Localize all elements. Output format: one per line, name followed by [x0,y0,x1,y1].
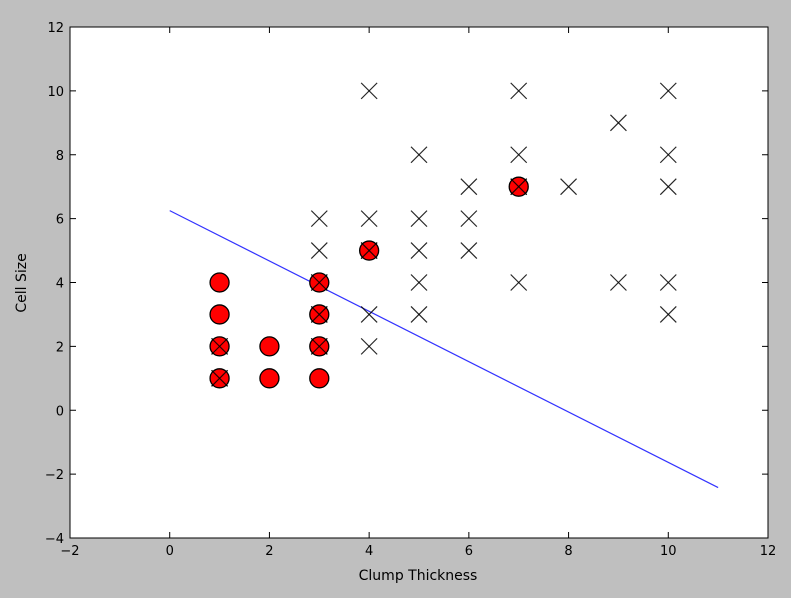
x-marker-over-7 [360,242,378,259]
x-marker-14 [410,306,428,323]
y-tick-label: −4 [45,532,64,547]
x-marker-stroke [310,274,328,291]
x-marker-stroke [460,210,478,228]
x-marker-5 [360,82,378,100]
x-marker-29 [659,306,677,323]
x-marker-stroke [410,242,428,259]
x-marker-stroke [211,369,228,387]
decision-boundary-line [169,210,719,489]
plot-frame [69,26,769,539]
x-marker-8 [360,306,378,323]
circle-marker-0 [209,272,230,293]
x-marker-28 [659,274,677,291]
x-marker-stroke [659,146,677,164]
x-marker-stroke [610,274,627,291]
x-marker-stroke [310,242,328,259]
circle-marker-4 [259,336,280,357]
x-marker-24 [610,274,627,291]
x-marker-stroke [360,306,378,323]
x-tick-label: 6 [465,544,473,559]
x-marker-over-30 [211,337,228,355]
x-marker-stroke [659,82,677,100]
x-marker-stroke [310,306,328,323]
y-tick-label: 6 [56,213,64,228]
circle-marker-9 [309,368,330,389]
x-marker-over-31 [211,369,228,387]
x-marker-26 [659,146,677,164]
x-marker-27 [659,178,677,196]
x-marker-10 [410,146,428,164]
circle-marker-1 [209,304,230,325]
x-marker-over-2 [310,274,328,291]
x-tick-label: 8 [564,544,572,559]
x-marker-25 [659,82,677,100]
x-marker-23 [610,114,627,132]
y-tick-label: 4 [56,277,64,292]
x-marker-stroke [360,242,378,259]
x-tick-label: 12 [760,544,777,559]
x-marker-stroke [510,82,528,100]
y-tick-label: 8 [56,149,64,164]
x-marker-9 [360,337,378,355]
y-tick-label: 10 [47,85,64,100]
x-marker-stroke [659,274,677,291]
x-marker-19 [510,146,528,164]
y-axis-label: Cell Size [14,253,30,312]
x-marker-stroke [460,242,478,259]
x-tick-label: 2 [265,544,273,559]
x-marker-17 [460,242,478,259]
x-marker-18 [510,82,528,100]
x-marker-15 [460,178,478,196]
x-tick-label: −2 [60,544,79,559]
data-marks [169,82,719,489]
x-marker-stroke [310,337,328,355]
circle-marker-5 [259,368,280,389]
x-marker-stroke [410,274,428,291]
x-marker-stroke [310,210,328,228]
x-marker-21 [510,274,528,291]
y-tick-label: −2 [45,468,64,483]
x-marker-stroke [510,146,528,164]
x-marker-stroke [211,337,228,355]
x-marker-stroke [659,306,677,323]
x-marker-0 [310,210,328,228]
x-marker-stroke [360,82,378,100]
x-tick-label: 10 [660,544,677,559]
x-marker-stroke [410,146,428,164]
x-marker-stroke [360,210,378,228]
x-marker-stroke [659,178,677,196]
x-marker-1 [310,242,328,259]
x-marker-16 [460,210,478,228]
x-marker-over-4 [310,337,328,355]
x-marker-11 [410,210,428,228]
x-marker-22 [560,178,577,196]
x-marker-stroke [410,306,428,323]
x-marker-stroke [610,114,627,132]
x-marker-over-20 [510,178,528,196]
x-tick-label: 4 [365,544,373,559]
x-marker-stroke [560,178,577,196]
x-marker-12 [410,242,428,259]
x-axis-label: Clump Thickness [359,568,478,584]
x-marker-stroke [460,178,478,196]
x-marker-13 [410,274,428,291]
x-tick-label: 0 [166,544,174,559]
x-marker-over-3 [310,306,328,323]
y-tick-label: 12 [47,21,64,36]
x-marker-stroke [360,337,378,355]
x-marker-stroke [510,178,528,196]
x-marker-6 [360,210,378,228]
x-marker-stroke [510,274,528,291]
y-tick-label: 2 [56,340,64,355]
y-tick-label: 0 [56,404,64,419]
x-marker-stroke [410,210,428,228]
